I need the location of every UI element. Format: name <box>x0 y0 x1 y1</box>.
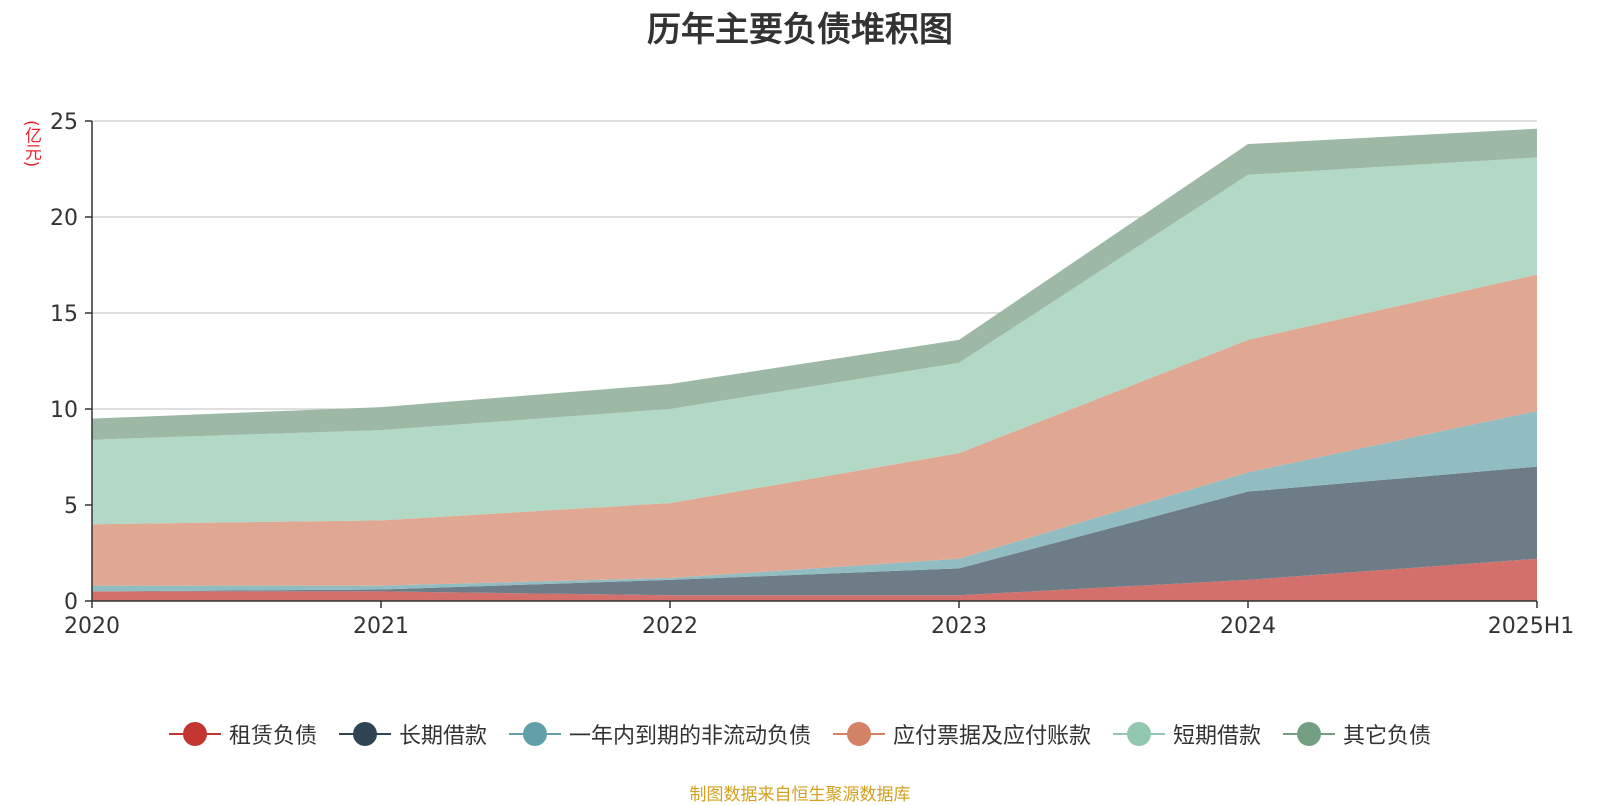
legend-label: 其它负债 <box>1343 724 1432 749</box>
legend-swatch-icon <box>1283 722 1336 746</box>
x-tick-label: 2022 <box>642 614 698 639</box>
x-tick-label: 2020 <box>64 614 120 639</box>
legend-swatch-icon <box>508 722 561 746</box>
legend-label: 应付票据及应付账款 <box>893 724 1092 749</box>
legend-label: 一年内到期的非流动负债 <box>568 724 811 749</box>
y-tick-label: 20 <box>50 206 78 231</box>
x-tick-label: 2024 <box>1220 614 1276 639</box>
area-series-4 <box>92 274 1537 586</box>
legend-swatch-icon <box>833 722 885 746</box>
chart-title: 历年主要负债堆积图 <box>647 10 953 50</box>
x-tick-label: 2023 <box>931 614 987 639</box>
y-tick-label: 25 <box>50 110 78 135</box>
area-layers <box>92 128 1537 601</box>
y-tick-label: 15 <box>50 302 78 327</box>
x-tick-label: 2025H1 <box>1488 614 1575 639</box>
legend-item[interactable]: 应付票据及应付账款 <box>833 718 1091 750</box>
legend-item[interactable]: 一年内到期的非流动负债 <box>508 718 811 750</box>
y-tick-label: 0 <box>64 590 78 615</box>
axes: 0 5 10 15 20 25 2020 2021 2022 2023 2024 2025H1 <box>50 110 1574 639</box>
legend-label: 短期借款 <box>1173 724 1262 749</box>
y-tick-label: 5 <box>64 494 78 519</box>
legend-swatch-icon <box>168 722 221 746</box>
area-series-2 <box>92 466 1537 596</box>
area-series-5 <box>92 157 1537 525</box>
area-series-1 <box>92 558 1537 601</box>
y-tick-label: 10 <box>50 398 78 423</box>
legend-item[interactable]: 短期借款 <box>1113 718 1261 750</box>
y-axis-unit-label: (亿元) <box>21 120 41 168</box>
legend-label: 租赁负债 <box>228 724 317 749</box>
legend-swatch-icon <box>338 722 391 746</box>
legend-item[interactable]: 长期借款 <box>338 718 487 750</box>
area-series-6 <box>92 128 1537 440</box>
source-note: 制图数据来自恒生聚源数据库 <box>689 785 911 805</box>
legend-swatch-icon <box>1113 722 1166 746</box>
legend-item[interactable]: 其它负债 <box>1283 718 1431 750</box>
legend-item[interactable]: 租赁负债 <box>168 718 317 750</box>
x-tick-label: 2021 <box>353 614 409 639</box>
legend: 租赁负债 长期借款 一年内到期的非流动负债 应付票据及应付账款 短期借款 其它负债 <box>0 718 1600 750</box>
legend-label: 长期借款 <box>398 724 487 749</box>
